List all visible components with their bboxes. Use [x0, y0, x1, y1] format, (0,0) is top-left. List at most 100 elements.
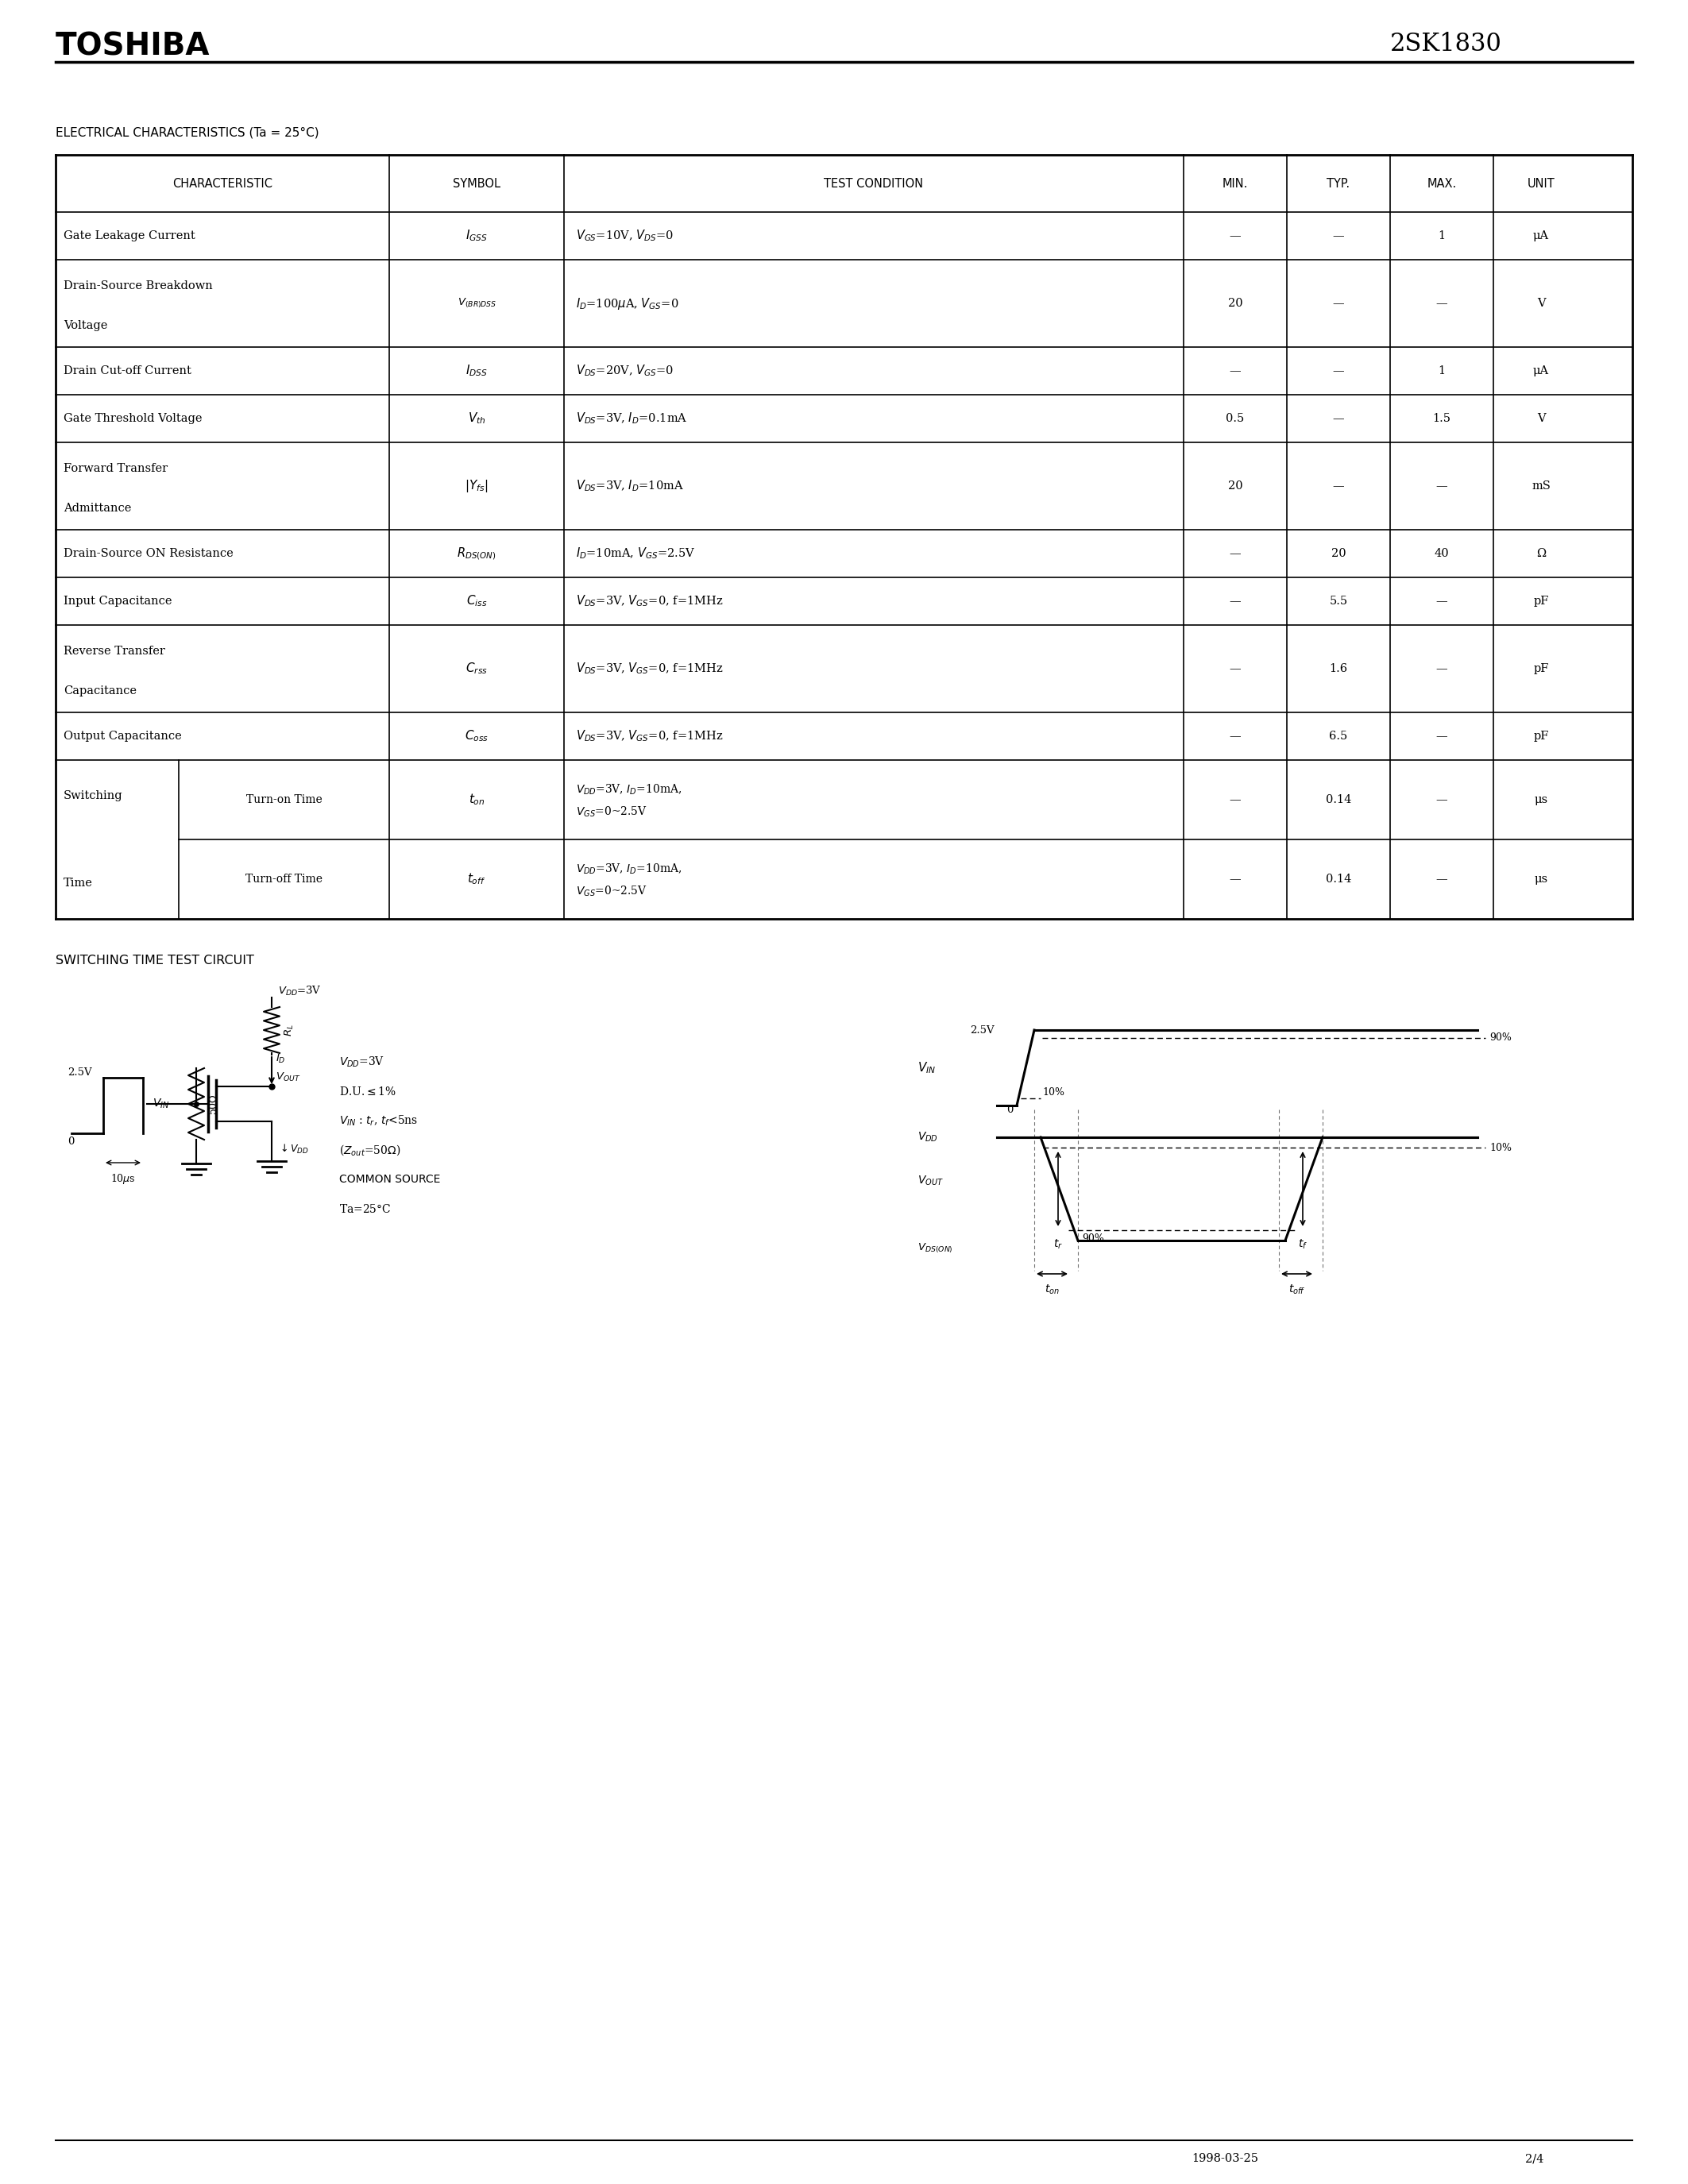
Text: 2/4: 2/4 — [1526, 2153, 1545, 2164]
Text: Turn-on Time: Turn-on Time — [246, 795, 322, 806]
Text: 90%: 90% — [1489, 1033, 1511, 1042]
Text: —: — — [1436, 480, 1448, 491]
Text: Drain Cut-off Current: Drain Cut-off Current — [64, 365, 191, 376]
Text: μA: μA — [1533, 365, 1550, 376]
Text: —: — — [1229, 732, 1241, 743]
Text: ELECTRICAL CHARACTERISTICS (Ta = 25°C): ELECTRICAL CHARACTERISTICS (Ta = 25°C) — [56, 127, 319, 140]
Text: —: — — [1229, 596, 1241, 607]
Text: ($Z_{out}$=50$\Omega$): ($Z_{out}$=50$\Omega$) — [339, 1142, 400, 1158]
Text: —: — — [1229, 548, 1241, 559]
Text: $I_{DSS}$: $I_{DSS}$ — [466, 363, 488, 378]
Text: mS: mS — [1531, 480, 1551, 491]
Text: pF: pF — [1533, 664, 1550, 675]
Text: COMMON SOURCE: COMMON SOURCE — [339, 1173, 441, 1186]
Text: 1: 1 — [1438, 365, 1445, 376]
Text: $V_{DD}$: $V_{DD}$ — [918, 1131, 939, 1144]
Text: Voltage: Voltage — [64, 321, 108, 332]
Text: Turn-off Time: Turn-off Time — [245, 874, 322, 885]
Text: 40: 40 — [1435, 548, 1448, 559]
Text: UNIT: UNIT — [1528, 177, 1555, 190]
Text: $R_{DS(ON)}$: $R_{DS(ON)}$ — [457, 546, 496, 561]
Text: Time: Time — [64, 878, 93, 889]
Text: $t_r$: $t_r$ — [1053, 1238, 1063, 1251]
Text: $V_{DS}$=20V, $V_{GS}$=0: $V_{DS}$=20V, $V_{GS}$=0 — [576, 363, 674, 378]
Text: —: — — [1332, 413, 1344, 424]
Text: 20: 20 — [1227, 480, 1242, 491]
Text: MAX.: MAX. — [1426, 177, 1457, 190]
Text: —: — — [1332, 229, 1344, 242]
Text: $t_{on}$: $t_{on}$ — [1045, 1284, 1060, 1297]
Text: SWITCHING TIME TEST CIRCUIT: SWITCHING TIME TEST CIRCUIT — [56, 954, 255, 968]
Text: $V_{IN}$: $V_{IN}$ — [918, 1061, 935, 1075]
Text: D.U.$\leq$1%: D.U.$\leq$1% — [339, 1085, 397, 1096]
Text: μA: μA — [1533, 229, 1550, 242]
Text: Admittance: Admittance — [64, 502, 132, 513]
Text: CHARACTERISTIC: CHARACTERISTIC — [172, 177, 272, 190]
Text: Drain-Source ON Resistance: Drain-Source ON Resistance — [64, 548, 233, 559]
Text: pF: pF — [1533, 596, 1550, 607]
Text: —: — — [1436, 732, 1448, 743]
Text: $I_D$=10mA, $V_{GS}$=2.5V: $I_D$=10mA, $V_{GS}$=2.5V — [576, 546, 695, 561]
Text: 2.5V: 2.5V — [68, 1068, 91, 1077]
Text: $V_{DS(ON)}$: $V_{DS(ON)}$ — [918, 1243, 954, 1256]
Text: $C_{iss}$: $C_{iss}$ — [466, 594, 488, 609]
Text: —: — — [1229, 229, 1241, 242]
Text: $I_D$=100$\mu$A, $V_{GS}$=0: $I_D$=100$\mu$A, $V_{GS}$=0 — [576, 295, 679, 310]
Text: 0.5: 0.5 — [1225, 413, 1244, 424]
Text: —: — — [1229, 365, 1241, 376]
Text: 10%: 10% — [1489, 1142, 1512, 1153]
Text: $|Y_{fs}|$: $|Y_{fs}|$ — [464, 478, 488, 494]
Text: TYP.: TYP. — [1327, 177, 1350, 190]
Text: $t_{off}$: $t_{off}$ — [1288, 1284, 1305, 1297]
Text: $V_{IN}$ : $t_r$, $t_f$<5ns: $V_{IN}$ : $t_r$, $t_f$<5ns — [339, 1114, 419, 1127]
Text: V: V — [1536, 297, 1545, 308]
Text: SYMBOL: SYMBOL — [452, 177, 500, 190]
Text: —: — — [1436, 795, 1448, 806]
Text: 1998-03-25: 1998-03-25 — [1192, 2153, 1258, 2164]
Text: $V_{DS}$=3V, $I_D$=0.1mA: $V_{DS}$=3V, $I_D$=0.1mA — [576, 411, 687, 426]
Text: 1: 1 — [1438, 229, 1445, 242]
Text: $V_{OUT}$: $V_{OUT}$ — [918, 1175, 944, 1188]
Text: μs: μs — [1534, 795, 1548, 806]
Text: $V_{GS}$=0~2.5V: $V_{GS}$=0~2.5V — [576, 804, 648, 819]
Text: Forward Transfer: Forward Transfer — [64, 463, 167, 474]
Text: MIN.: MIN. — [1222, 177, 1247, 190]
Text: 0.14: 0.14 — [1325, 795, 1352, 806]
Text: $I_D$: $I_D$ — [275, 1053, 285, 1064]
Text: 50$\Omega$: 50$\Omega$ — [208, 1094, 219, 1114]
Text: 2.5V: 2.5V — [971, 1024, 994, 1035]
Text: 20: 20 — [1227, 297, 1242, 308]
Text: —: — — [1229, 874, 1241, 885]
Text: —: — — [1436, 664, 1448, 675]
Text: $I_{GSS}$: $I_{GSS}$ — [466, 229, 488, 242]
Text: V: V — [1536, 413, 1545, 424]
Text: $t_f$: $t_f$ — [1298, 1238, 1308, 1251]
Text: $V_{DD}$=3V, $I_D$=10mA,: $V_{DD}$=3V, $I_D$=10mA, — [576, 782, 682, 797]
Text: 90%: 90% — [1082, 1234, 1104, 1243]
Text: pF: pF — [1533, 732, 1550, 743]
Text: —: — — [1229, 664, 1241, 675]
Text: $V_{OUT}$: $V_{OUT}$ — [275, 1070, 300, 1083]
Text: Ta=25$\degree$C: Ta=25$\degree$C — [339, 1203, 392, 1214]
Text: $V_{IN}$: $V_{IN}$ — [152, 1096, 169, 1109]
Text: Input Capacitance: Input Capacitance — [64, 596, 172, 607]
Text: $C_{rss}$: $C_{rss}$ — [466, 662, 488, 677]
Text: 10$\mu$s: 10$\mu$s — [111, 1173, 135, 1186]
Text: —: — — [1436, 596, 1448, 607]
Text: 1.6: 1.6 — [1328, 664, 1347, 675]
Text: Drain-Source Breakdown: Drain-Source Breakdown — [64, 280, 213, 290]
Text: 5.5: 5.5 — [1328, 596, 1347, 607]
Text: μs: μs — [1534, 874, 1548, 885]
Text: 0: 0 — [68, 1136, 74, 1147]
Text: —: — — [1332, 297, 1344, 308]
Text: Capacitance: Capacitance — [64, 686, 137, 697]
Text: —: — — [1436, 874, 1448, 885]
Text: Output Capacitance: Output Capacitance — [64, 732, 182, 743]
Text: Switching: Switching — [64, 791, 123, 802]
Text: Gate Threshold Voltage: Gate Threshold Voltage — [64, 413, 203, 424]
Text: $V_{DS}$=3V, $V_{GS}$=0, f=1MHz: $V_{DS}$=3V, $V_{GS}$=0, f=1MHz — [576, 729, 724, 743]
Text: $V_{DS}$=3V, $V_{GS}$=0, f=1MHz: $V_{DS}$=3V, $V_{GS}$=0, f=1MHz — [576, 662, 724, 677]
Text: 1.5: 1.5 — [1433, 413, 1452, 424]
Text: 0: 0 — [1006, 1105, 1013, 1114]
Text: $\downarrow$$V_{DD}$: $\downarrow$$V_{DD}$ — [279, 1142, 309, 1155]
